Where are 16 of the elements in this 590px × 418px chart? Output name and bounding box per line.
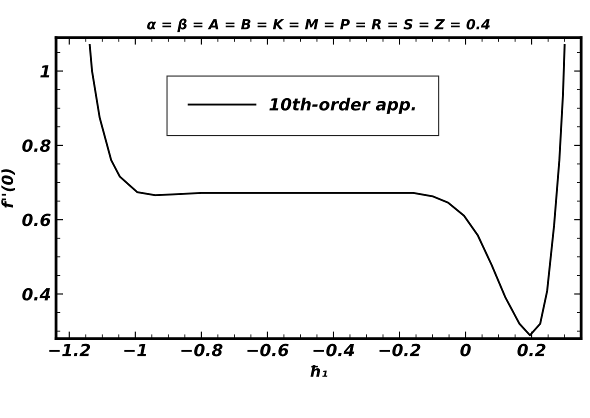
x-tick-label: −1 <box>124 344 146 356</box>
legend-label: 10th-order app. <box>269 98 415 114</box>
y-tick-label: 0.4 <box>22 288 50 301</box>
x-tick-label: −0.8 <box>181 344 222 356</box>
x-tick-label: 0.2 <box>517 344 546 356</box>
y-tick-label: 0.8 <box>22 139 51 152</box>
x-tick-label: −1.2 <box>49 344 90 356</box>
x-tick-label: −0.4 <box>313 344 354 356</box>
y-tick-label: 1 <box>40 65 50 78</box>
chart-title: α = β = A = B = K = M = P = R = S = Z = 0.4 <box>147 18 490 32</box>
x-axis-title: ħ₁ <box>310 365 328 377</box>
x-tick-label: −0.2 <box>380 344 420 356</box>
y-tick-label: 0.6 <box>22 214 51 226</box>
x-tick-label: 0 <box>460 344 471 356</box>
x-tick-label: −0.6 <box>247 344 289 356</box>
y-axis-title: f''(0) <box>1 169 15 208</box>
